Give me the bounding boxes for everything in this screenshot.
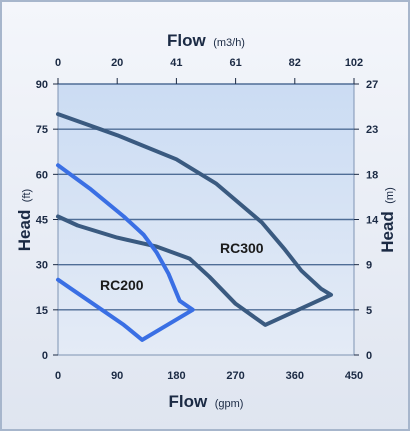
- top-axis-label: Flow: [167, 31, 206, 50]
- left-axis-label: Head: [15, 210, 34, 252]
- left-axis-unit: (ft): [21, 189, 33, 202]
- y-tick-label-right: 23: [366, 124, 378, 136]
- series-label-rc300: RC300: [220, 240, 264, 256]
- x-tick-label-bottom: 450: [345, 370, 363, 382]
- y-tick-label-left: 30: [36, 260, 48, 272]
- right-axis-unit: (m): [384, 187, 396, 204]
- x-tick-label-top: 20: [111, 57, 123, 69]
- y-tick-label-right: 18: [366, 169, 378, 181]
- y-tick-label-left: 75: [36, 124, 48, 136]
- y-tick-label-right: 27: [366, 79, 378, 91]
- y-tick-label-right: 9: [366, 260, 372, 272]
- right-axis-label: Head: [378, 211, 397, 253]
- x-tick-label-top: 41: [170, 57, 182, 69]
- x-tick-label-top: 82: [289, 57, 301, 69]
- x-tick-label-top: 61: [229, 57, 241, 69]
- x-tick-label-top: 102: [345, 57, 363, 69]
- y-tick-label-right: 5: [366, 305, 372, 317]
- y-tick-label-left: 90: [36, 79, 48, 91]
- x-tick-label-bottom: 360: [286, 370, 304, 382]
- y-tick-label-left: 15: [36, 305, 48, 317]
- x-tick-label-bottom: 90: [111, 370, 123, 382]
- x-tick-label-bottom: 180: [167, 370, 185, 382]
- right-axis-title: Head (m): [378, 187, 397, 253]
- y-tick-label-left: 60: [36, 169, 48, 181]
- series-layer: [56, 112, 333, 342]
- series-curve-rc200: [56, 163, 195, 342]
- top-axis-unit: (m3/h): [213, 37, 245, 49]
- x-tick-label-top: 0: [55, 57, 61, 69]
- x-tick-label-bottom: 0: [55, 370, 61, 382]
- series-curve-rc300: [56, 112, 333, 327]
- bottom-axis-unit: (gpm): [215, 398, 244, 410]
- top-axis-title: Flow (m3/h): [167, 31, 245, 50]
- x-tick-label-bottom: 270: [226, 370, 244, 382]
- y-tick-label-right: 0: [366, 350, 372, 362]
- series-label-rc200: RC200: [100, 277, 144, 293]
- y-tick-label-right: 14: [366, 215, 379, 227]
- left-axis-title: Head (ft): [15, 189, 34, 251]
- y-tick-label-left: 45: [36, 215, 48, 227]
- bottom-axis-title: Flow (gpm): [169, 392, 244, 411]
- y-tick-label-left: 0: [42, 350, 48, 362]
- gridlines: [58, 83, 354, 311]
- bottom-axis-label: Flow: [169, 392, 208, 411]
